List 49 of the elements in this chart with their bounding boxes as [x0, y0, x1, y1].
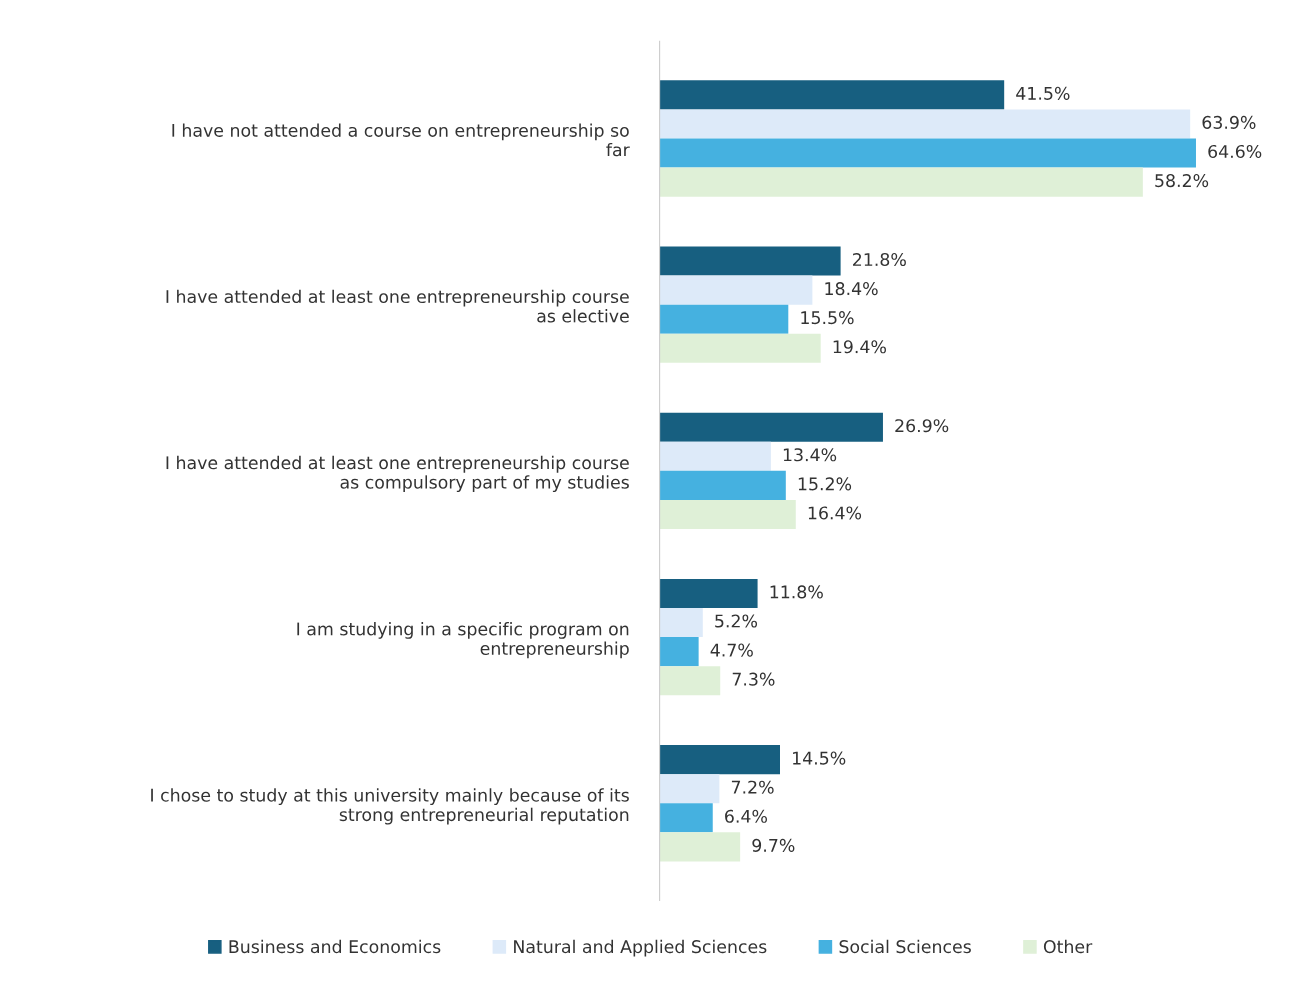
y-tick-label: I chose to study at this university mainly because of its strong entrepreneurial reputation: [151, 788, 629, 825]
bar: [659, 412, 883, 442]
y-tick-label: I have not attended a course on entrepreneurship so far: [172, 123, 630, 157]
bar: [659, 637, 699, 667]
data-label: 7.2%: [731, 780, 774, 794]
data-label: 41.5%: [1016, 86, 1070, 100]
data-label: 64.6%: [1208, 144, 1262, 159]
legend-label: Social Sciences: [839, 939, 971, 954]
data-label: 13.4%: [783, 448, 837, 462]
data-label: 4.7%: [710, 643, 753, 657]
bar: [659, 578, 758, 608]
bar: [659, 774, 720, 804]
bar: [659, 666, 721, 696]
data-label: 6.4%: [725, 809, 768, 823]
bar: [659, 138, 1196, 168]
y-tick-label: I am studying in a specific program on entrepreneurship: [297, 622, 629, 659]
data-label: 18.4%: [825, 282, 878, 296]
data-label: 14.5%: [793, 751, 846, 765]
bar: [659, 441, 771, 471]
data-label: 5.2%: [715, 614, 758, 628]
data-label: 7.3%: [732, 672, 775, 686]
legend-label: Business and Economics: [229, 939, 441, 954]
data-label: 15.2%: [798, 477, 852, 491]
bar: [659, 470, 786, 500]
bar: [659, 275, 813, 305]
data-label: 15.5%: [801, 311, 854, 325]
bar: [659, 803, 713, 833]
bar: [659, 499, 796, 530]
bar: [659, 832, 741, 862]
y-tick-label: I have attended at least one entrepreneurship course as compulsory part of my studies: [166, 455, 629, 493]
data-label: 58.2%: [1155, 174, 1209, 188]
bar: [659, 607, 703, 638]
bar: [659, 333, 821, 363]
bar: [659, 246, 841, 276]
bar: [659, 304, 789, 334]
data-label: 16.4%: [808, 506, 862, 520]
legend-label: Natural and Applied Sciences: [514, 939, 767, 957]
data-label: 9.7%: [752, 838, 795, 852]
bar: [659, 109, 1191, 139]
data-label: 26.9%: [895, 419, 949, 433]
data-label: 63.9%: [1202, 115, 1256, 129]
data-label: 19.4%: [833, 340, 886, 354]
data-label: 11.8%: [770, 585, 823, 599]
bar: [659, 167, 1143, 197]
data-label: 21.8%: [853, 252, 906, 267]
bar: [659, 745, 780, 775]
y-tick-label: I have attended at least one entrepreneurship course as elective: [166, 289, 629, 323]
legend-label: Other: [1043, 939, 1093, 954]
bar: [659, 80, 1005, 110]
